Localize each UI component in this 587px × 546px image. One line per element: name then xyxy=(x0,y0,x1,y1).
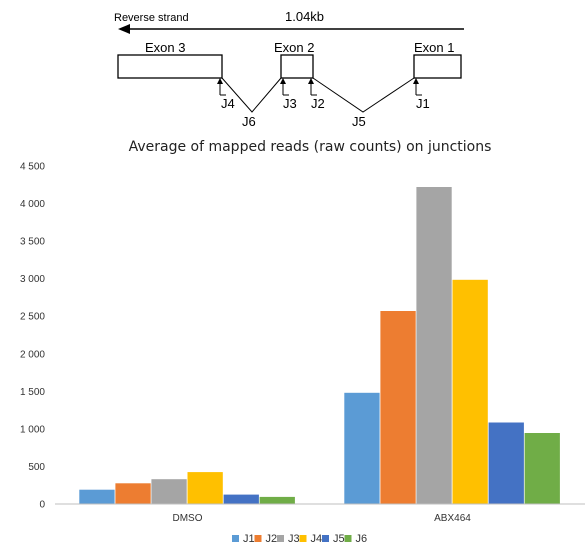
legend-label-j3: J3 xyxy=(288,533,300,545)
junction-label-j2: J2 xyxy=(311,96,325,111)
y-tick-label: 3 500 xyxy=(20,237,45,248)
bars xyxy=(79,187,560,504)
legend-label-j6: J6 xyxy=(356,533,368,545)
legend: J1 J2 J3 J4 J5 J6 xyxy=(232,533,367,545)
junction-label-j6: J6 xyxy=(242,114,256,129)
exon-1-label: Exon 1 xyxy=(414,40,454,55)
exon-1-box xyxy=(413,54,462,79)
strand-label: Reverse strand xyxy=(114,12,189,24)
bar-j5-dmso xyxy=(223,494,259,504)
bar-j3-dmso xyxy=(151,479,187,504)
y-tick-label: 3 000 xyxy=(20,274,45,285)
gene-diagram: Reverse strand 1.04kb Exon 3 Exon 2 Exon… xyxy=(114,9,464,129)
y-tick-label: 2 000 xyxy=(20,349,45,360)
scale-label: 1.04kb xyxy=(285,9,324,24)
bar-j1-dmso xyxy=(79,489,115,504)
y-tick-label: 1 500 xyxy=(20,387,45,398)
junction-label-j4: J4 xyxy=(221,96,235,111)
y-tick-label: 2 500 xyxy=(20,312,45,323)
chart-title: Average of mapped reads (raw counts) on … xyxy=(129,139,492,155)
bar-j2-dmso xyxy=(115,483,151,504)
bar-j2-abx464 xyxy=(380,311,416,504)
bar-j4-dmso xyxy=(187,472,223,504)
exon-2-box xyxy=(280,54,314,79)
exon-2-label: Exon 2 xyxy=(274,40,314,55)
legend-swatch-j6 xyxy=(344,535,352,542)
intron-j5-line xyxy=(312,77,415,113)
legend-label-j4: J4 xyxy=(311,533,323,545)
x-axis-labels: DMSO ABX464 xyxy=(173,513,472,524)
x-category-label: ABX464 xyxy=(434,513,471,524)
legend-swatch-j5 xyxy=(322,535,329,542)
bar-j1-abx464 xyxy=(344,392,380,504)
strand-arrow-head xyxy=(118,24,130,34)
y-axis-ticks: 0 500 1 000 1 500 2 000 2 500 3 000 3 500 4 000 4… xyxy=(20,162,45,511)
legend-swatch-j2 xyxy=(254,535,262,542)
junction-label-j3: J3 xyxy=(283,96,297,111)
bar-j4-abx464 xyxy=(452,279,488,504)
bar-j3-abx464 xyxy=(416,187,452,504)
y-tick-label: 4 500 xyxy=(20,162,45,173)
legend-label-j5: J5 xyxy=(333,533,345,545)
legend-swatch-j4 xyxy=(299,535,307,542)
intron-j6-line xyxy=(221,77,282,113)
legend-swatch-j1 xyxy=(232,535,239,542)
junction-label-j5: J5 xyxy=(352,114,366,129)
x-category-label: DMSO xyxy=(173,513,203,524)
legend-swatch-j3 xyxy=(277,535,284,542)
y-tick-label: 4 000 xyxy=(20,199,45,210)
bar-j6-dmso xyxy=(259,496,295,504)
legend-label-j1: J1 xyxy=(243,533,255,545)
legend-label-j2: J2 xyxy=(266,533,278,545)
y-tick-label: 0 xyxy=(39,500,45,511)
junction-markers xyxy=(217,78,422,96)
exon-3-box xyxy=(117,54,223,79)
bar-j5-abx464 xyxy=(488,422,524,504)
junction-label-j1: J1 xyxy=(416,96,430,111)
bar-j6-abx464 xyxy=(524,433,560,504)
exon-3-label: Exon 3 xyxy=(145,40,185,55)
y-tick-label: 500 xyxy=(28,462,45,473)
y-tick-label: 1 000 xyxy=(20,424,45,435)
